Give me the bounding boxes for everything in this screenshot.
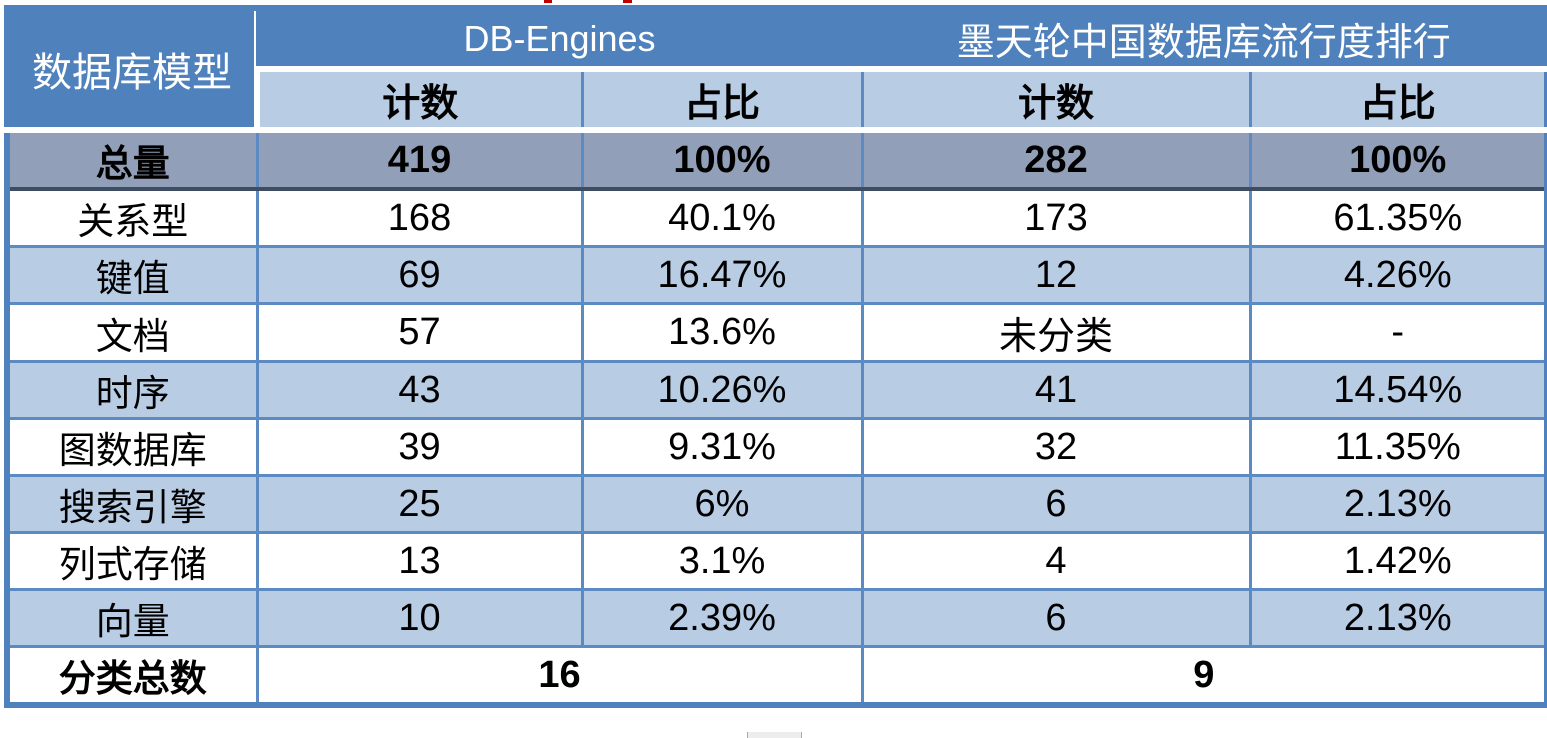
table-row: 向量 10 2.39% 6 2.13% [5,588,1547,648]
cell-value: 100% [580,128,864,191]
row-label: 时序 [5,360,259,420]
cell-value: 14.54% [1248,360,1547,420]
column-header-count-db-engines: 计数 [254,67,584,133]
row-label: 总量 [5,128,259,191]
table-row: 搜索引擎 25 6% 6 2.13% [5,474,1547,534]
cell-value: 2.13% [1248,588,1547,648]
cell-value: 2.39% [580,588,864,648]
cell-value: - [1248,302,1547,363]
row-label: 向量 [5,588,259,648]
top-edge-red-artifact [623,0,632,3]
cell-value: 6% [580,474,864,534]
cell-value: 6 [860,474,1252,534]
cell-value: 2.13% [1248,474,1547,534]
table-row: 图数据库 39 9.31% 32 11.35% [5,417,1547,477]
cell-value: 3.1% [580,531,864,591]
table-row: 时序 43 10.26% 41 14.54% [5,360,1547,420]
cell-value: 4.26% [1248,245,1547,305]
cell-value: 173 [860,187,1252,248]
cell-value: 13 [255,531,584,591]
cell-value: 57 [255,302,584,363]
row-label: 搜索引擎 [5,474,259,534]
cell-value: 16.47% [580,245,864,305]
row-label: 关系型 [5,187,259,248]
database-model-comparison-table: 数据库模型 DB-Engines 墨天轮中国数据库流行度排行 计数 占比 计数 … [4,5,1547,708]
cell-value: 13.6% [580,302,864,363]
row-label: 列式存储 [5,531,259,591]
cell-value: 4 [860,531,1252,591]
cell-value: 100% [1248,128,1547,191]
cell-value: 39 [255,417,584,477]
cell-value-motianlun-category-count: 9 [860,645,1547,707]
cell-value: 10 [255,588,584,648]
row-label: 文档 [5,302,259,363]
row-label: 分类总数 [5,645,259,707]
cell-value: 32 [860,417,1252,477]
table-row: 关系型 168 40.1% 173 61.35% [5,187,1547,248]
cell-value: 419 [255,128,584,191]
table-row-total: 总量 419 100% 282 100% [5,128,1547,191]
header-subcolumn-row: 计数 占比 计数 占比 [7,67,1547,133]
table-row: 列式存储 13 3.1% 4 1.42% [5,531,1547,591]
cell-value: 25 [255,474,584,534]
column-header-share-db-engines: 占比 [580,67,864,133]
cell-value: 6 [860,588,1252,648]
bottom-edge-cell-fragment-artifact [747,732,802,738]
cell-value: 282 [860,128,1252,191]
column-header-database-model: 数据库模型 [5,6,259,133]
cell-value: 11.35% [1248,417,1547,477]
cell-value-db-engines-category-count: 16 [255,645,864,707]
cell-value: 12 [860,245,1252,305]
cell-value: 41 [860,360,1252,420]
cell-value: 未分类 [860,302,1252,363]
group-header-db-engines: DB-Engines [255,6,864,72]
cell-value: 168 [255,187,584,248]
table-row: 键值 69 16.47% 12 4.26% [5,245,1547,305]
cell-value: 1.42% [1248,531,1547,591]
cell-value: 40.1% [580,187,864,248]
row-label: 键值 [5,245,259,305]
row-label: 图数据库 [5,417,259,477]
cell-value: 61.35% [1248,187,1547,248]
cell-value: 9.31% [580,417,864,477]
group-header-motianlun-ranking: 墨天轮中国数据库流行度排行 [860,6,1547,72]
cell-value: 43 [255,360,584,420]
column-header-share-motianlun: 占比 [1248,67,1547,133]
column-header-count-motianlun: 计数 [860,67,1252,133]
cell-value: 69 [255,245,584,305]
top-edge-red-artifact [544,0,552,3]
table-row: 文档 57 13.6% 未分类 - [5,302,1547,363]
table-row-category-totals: 分类总数 16 9 [5,645,1547,707]
cell-value: 10.26% [580,360,864,420]
header-group-row: 数据库模型 DB-Engines 墨天轮中国数据库流行度排行 [5,6,1547,133]
